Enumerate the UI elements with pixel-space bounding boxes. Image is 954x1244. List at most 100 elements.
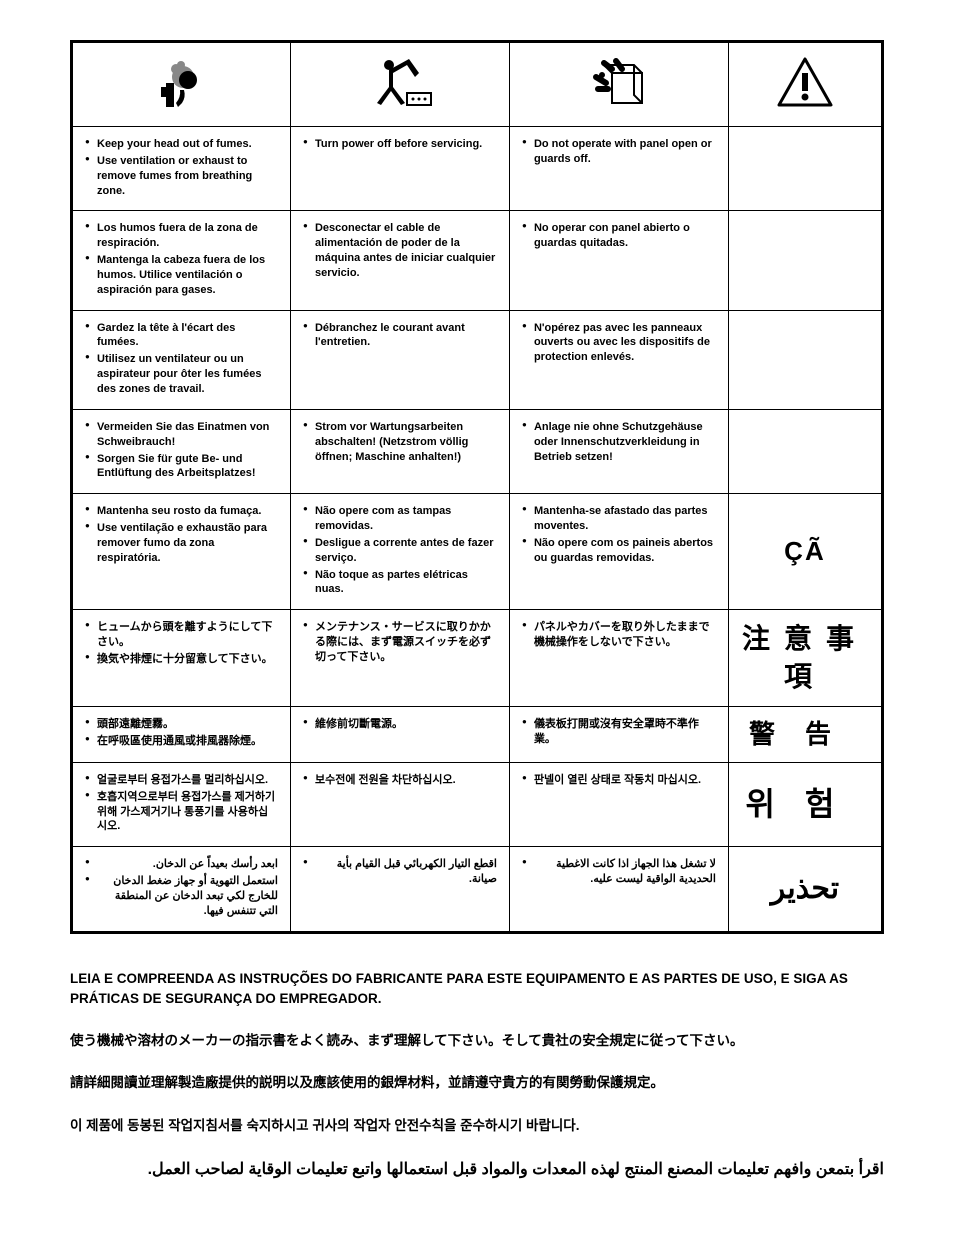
cell-de-fumes: Vermeiden Sie das Einatmen von Schweibra…: [72, 409, 291, 493]
warning-label: تحذير: [771, 872, 839, 905]
warning-text: Não opere com os paineis abertos ou guar…: [522, 536, 716, 566]
warning-text: Desligue a corrente antes de fazer servi…: [303, 536, 497, 566]
row-korean: 얼굴로부터 용접가스를 멀리하십시오. 호흡지역으로부터 용접가스를 제거하기 …: [72, 762, 883, 846]
instruction-portuguese: LEIA E COMPREENDA AS INSTRUÇÕES DO FABRI…: [70, 969, 884, 1010]
warning-text: パネルやカバーを取り外したままで機械操作をしないで下さい。: [522, 620, 716, 650]
warning-text: N'opérez pas avec les panneaux ouverts o…: [522, 321, 716, 366]
warning-triangle-icon: [775, 55, 835, 110]
warning-text: Use ventilation or exhaust to remove fum…: [85, 154, 278, 199]
cell-es-service: Desconectar el cable de alimentación de …: [290, 211, 509, 310]
cell-ko-warn: 위험: [728, 762, 882, 846]
warning-text: Los humos fuera de la zona de respiració…: [85, 221, 278, 251]
warning-text: Mantenha-se afastado das partes moventes…: [522, 504, 716, 534]
instruction-korean: 이 제품에 동봉된 작업지침서를 숙지하시고 귀사의 작업자 안전수칙을 준수하…: [70, 1116, 884, 1136]
instruction-japanese: 使う機械や溶材のメーカーの指示書をよく読み、まず理解して下さい。そして貴社の安全…: [70, 1031, 884, 1051]
cell-de-panel: Anlage nie ohne Schutzgehäuse oder Innen…: [509, 409, 728, 493]
row-portuguese: Mantenha seu rosto da fumaça. Use ventil…: [72, 494, 883, 610]
warning-text: Débranchez le courant avant l'entretien.: [303, 321, 497, 351]
warning-text: Turn power off before servicing.: [303, 137, 497, 152]
warning-text: ابعد رأسك بعيداً عن الدخان.: [85, 857, 278, 872]
safety-warning-table: Keep your head out of fumes. Use ventila…: [70, 40, 884, 934]
warning-text: 보수전에 전원을 차단하십시오.: [303, 773, 497, 788]
cell-es-warn: [728, 211, 882, 310]
cell-zh-fumes: 頭部遠離煙霧。 在呼吸區使用通風或排風器除煙。: [72, 706, 291, 762]
icon-cell-fumes: [72, 42, 291, 127]
warning-text: Gardez la tête à l'écart des fumées.: [85, 321, 278, 351]
warning-text: Vermeiden Sie das Einatmen von Schweibra…: [85, 420, 278, 450]
warning-text: Strom vor Wartungsarbeiten abschalten! (…: [303, 420, 497, 465]
cell-en-fumes: Keep your head out of fumes. Use ventila…: [72, 127, 291, 211]
cell-en-service: Turn power off before servicing.: [290, 127, 509, 211]
row-arabic: ابعد رأسك بعيداً عن الدخان. استعمل التهو…: [72, 847, 883, 932]
cell-ja-warn: 注意事項: [728, 610, 882, 707]
instructions-block: LEIA E COMPREENDA AS INSTRUÇÕES DO FABRI…: [70, 969, 884, 1182]
cell-ja-service: メンテナンス・サービスに取りかかる際には、まず電源スイッチを必ず切って下さい。: [290, 610, 509, 707]
warning-text: 維修前切斷電源。: [303, 717, 497, 732]
icon-cell-warning: [728, 42, 882, 127]
warning-text: Não toque as partes elétricas nuas.: [303, 568, 497, 598]
warning-label: 注意事項: [742, 623, 868, 692]
cell-es-fumes: Los humos fuera de la zona de respiració…: [72, 211, 291, 310]
instruction-chinese: 請詳細閱讀並理解製造廠提供的説明以及應該使用的銀焊材料，並請遵守貴方的有関勞動保…: [70, 1073, 884, 1093]
row-japanese: ヒュームから頭を離すようにして下さい。 換気や排煙に十分留意して下さい。 メンテ…: [72, 610, 883, 707]
cell-zh-panel: 儀表板打開或沒有安全罩時不準作業。: [509, 706, 728, 762]
warning-text: 儀表板打開或沒有安全罩時不準作業。: [522, 717, 716, 747]
cell-fr-warn: [728, 310, 882, 409]
cell-ar-service: اقطع التيار الكهربائي قبل القيام بأية صي…: [290, 847, 509, 932]
cell-ar-panel: لا تشغل هذا الجهاز اذا كانت الاغطية الحد…: [509, 847, 728, 932]
row-german: Vermeiden Sie das Einatmen von Schweibra…: [72, 409, 883, 493]
warning-text: Mantenha seu rosto da fumaça.: [85, 504, 278, 519]
warning-text: Sorgen Sie für gute Be- und Entlüftung d…: [85, 452, 278, 482]
cell-fr-fumes: Gardez la tête à l'écart des fumées. Uti…: [72, 310, 291, 409]
instruction-arabic: اقرأ بتمعن وافهم تعليمات المصنع المنتج ل…: [70, 1158, 884, 1182]
warning-text: 판넬이 열린 상태로 작동치 마십시오.: [522, 773, 716, 788]
row-english: Keep your head out of fumes. Use ventila…: [72, 127, 883, 211]
warning-text: メンテナンス・サービスに取りかかる際には、まず電源スイッチを必ず切って下さい。: [303, 620, 497, 665]
cell-de-service: Strom vor Wartungsarbeiten abschalten! (…: [290, 409, 509, 493]
cell-pt-panel: Mantenha-se afastado das partes moventes…: [509, 494, 728, 610]
warning-text: استعمل التهوية أو جهاز ضغط الدخان للخارج…: [85, 874, 278, 919]
warning-text: No operar con panel abierto o guardas qu…: [522, 221, 716, 251]
cell-pt-service: Não opere com as tampas removidas. Desli…: [290, 494, 509, 610]
warning-text: Use ventilação e exhaustão para remover …: [85, 521, 278, 566]
cell-en-panel: Do not operate with panel open or guards…: [509, 127, 728, 211]
warning-text: ヒュームから頭を離すようにして下さい。: [85, 620, 278, 650]
cell-ja-panel: パネルやカバーを取り外したままで機械操作をしないで下さい。: [509, 610, 728, 707]
warning-label: ÇÃ: [784, 536, 826, 566]
warning-text: 換気や排煙に十分留意して下さい。: [85, 652, 278, 667]
warning-text: Do not operate with panel open or guards…: [522, 137, 716, 167]
cell-es-panel: No operar con panel abierto o guardas qu…: [509, 211, 728, 310]
icon-header-row: [72, 42, 883, 127]
warning-text: Keep your head out of fumes.: [85, 137, 278, 152]
warning-text: Utilisez un ventilateur ou un aspirateur…: [85, 352, 278, 397]
cell-pt-warn: ÇÃ: [728, 494, 882, 610]
warning-text: Desconectar el cable de alimentación de …: [303, 221, 497, 280]
panel-icon: [584, 55, 654, 110]
warning-text: Anlage nie ohne Schutzgehäuse oder Innen…: [522, 420, 716, 465]
warning-text: 얼굴로부터 용접가스를 멀리하십시오.: [85, 773, 278, 788]
row-chinese: 頭部遠離煙霧。 在呼吸區使用通風或排風器除煙。 維修前切斷電源。 儀表板打開或沒…: [72, 706, 883, 762]
cell-ko-fumes: 얼굴로부터 용접가스를 멀리하십시오. 호흡지역으로부터 용접가스를 제거하기 …: [72, 762, 291, 846]
warning-text: 頭部遠離煙霧。: [85, 717, 278, 732]
warning-text: 호흡지역으로부터 용접가스를 제거하기 위해 가스제거기나 통풍기를 사용하십시…: [85, 790, 278, 835]
row-spanish: Los humos fuera de la zona de respiració…: [72, 211, 883, 310]
cell-ar-fumes: ابعد رأسك بعيداً عن الدخان. استعمل التهو…: [72, 847, 291, 932]
row-french: Gardez la tête à l'écart des fumées. Uti…: [72, 310, 883, 409]
fumes-icon: [146, 55, 216, 110]
cell-ja-fumes: ヒュームから頭を離すようにして下さい。 換気や排煙に十分留意して下さい。: [72, 610, 291, 707]
icon-cell-service: [290, 42, 509, 127]
cell-fr-service: Débranchez le courant avant l'entretien.: [290, 310, 509, 409]
cell-ko-panel: 판넬이 열린 상태로 작동치 마십시오.: [509, 762, 728, 846]
cell-zh-warn: 警告: [728, 706, 882, 762]
cell-de-warn: [728, 409, 882, 493]
cell-ko-service: 보수전에 전원을 차단하십시오.: [290, 762, 509, 846]
cell-pt-fumes: Mantenha seu rosto da fumaça. Use ventil…: [72, 494, 291, 610]
cell-fr-panel: N'opérez pas avec les panneaux ouverts o…: [509, 310, 728, 409]
service-icon: [365, 55, 435, 110]
warning-label: 警告: [749, 719, 861, 749]
warning-text: Mantenga la cabeza fuera de los humos. U…: [85, 253, 278, 298]
warning-text: 在呼吸區使用通風或排風器除煙。: [85, 734, 278, 749]
warning-label: 위험: [746, 786, 865, 822]
icon-cell-panel: [509, 42, 728, 127]
cell-zh-service: 維修前切斷電源。: [290, 706, 509, 762]
